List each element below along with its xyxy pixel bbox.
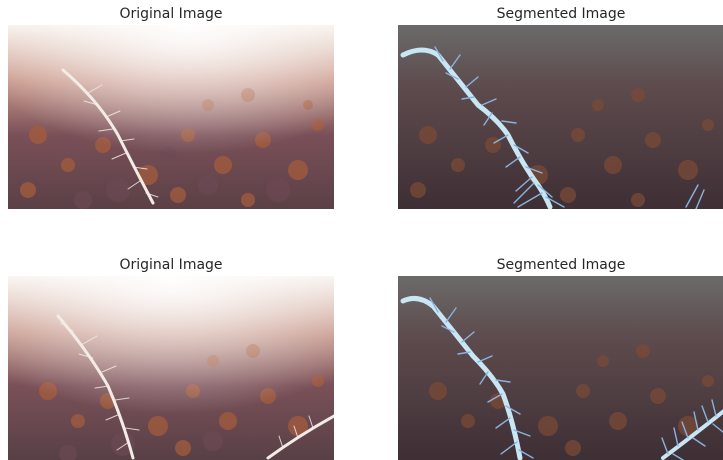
original-image-graphic [8,25,334,209]
original-image [8,25,334,209]
panel-title: Segmented Image [496,257,626,273]
original-image-graphic [8,276,334,460]
panel-original-bottom: Original Image [8,257,334,460]
segmented-image [398,25,723,209]
panel-segmented-top: Segmented Image [398,6,723,210]
panel-original-top: Original Image [8,6,334,210]
panel-title: Segmented Image [496,6,626,22]
panel-segmented-bottom: Segmented Image [398,257,723,460]
segmented-image-graphic [398,25,723,209]
segmented-image-graphic [398,276,723,460]
panel-title: Original Image [119,6,223,22]
segmented-image [398,276,723,460]
panel-title: Original Image [119,257,223,273]
original-image [8,276,334,460]
